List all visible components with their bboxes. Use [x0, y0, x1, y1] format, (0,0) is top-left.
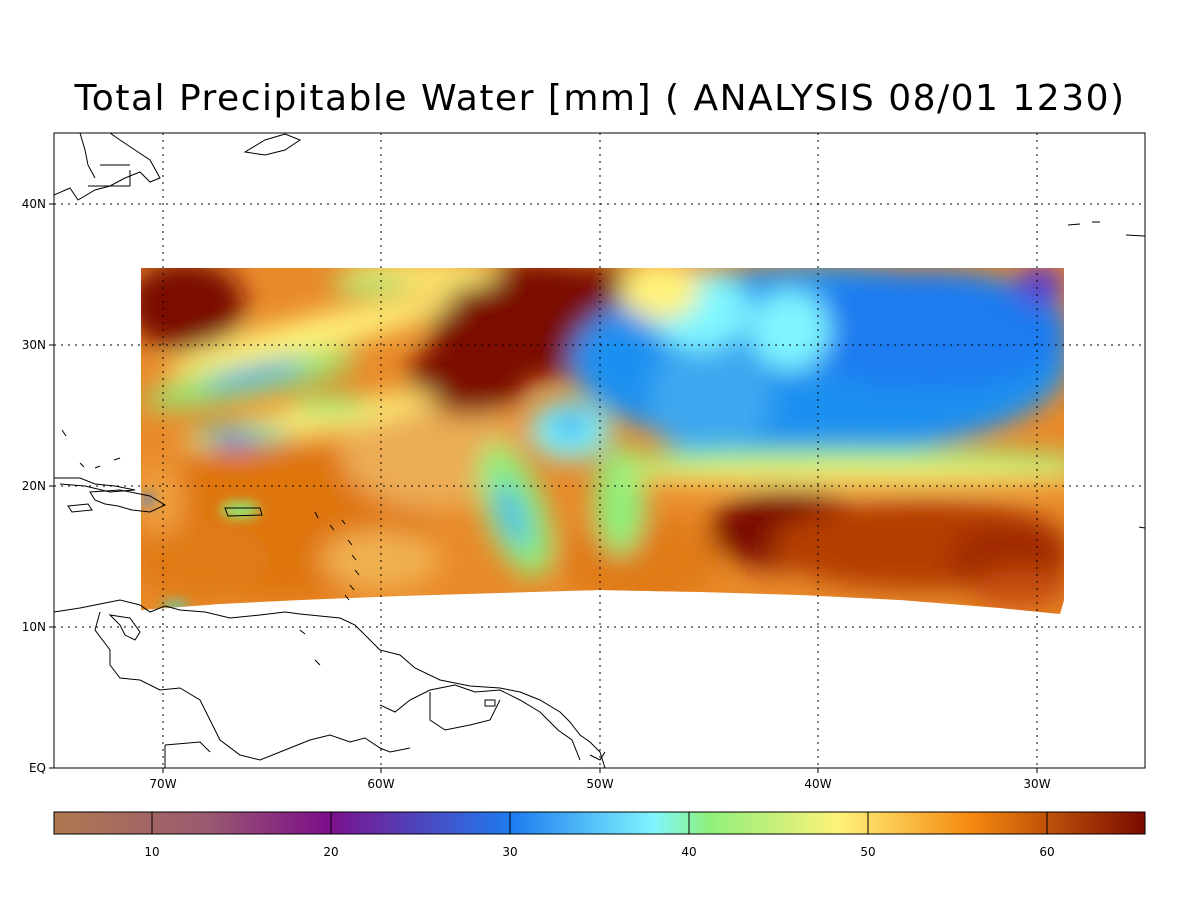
map-title: Total Precipitable Water [mm] ( ANALYSIS…: [74, 78, 1126, 119]
colorbar-label-30: 30: [502, 845, 517, 859]
lat-lon-grid: [54, 133, 1145, 768]
colorbar-ticks: [151, 812, 1048, 834]
lon-label-30w: 30W: [1023, 777, 1050, 791]
colorbar: 10 20 30 40 50 60: [53, 811, 1146, 859]
lon-label-40w: 40W: [804, 777, 831, 791]
lat-label-20n: 20N: [22, 479, 46, 493]
lon-label-60w: 60W: [367, 777, 394, 791]
colorbar-label-10: 10: [144, 845, 159, 859]
colorbar-label-40: 40: [681, 845, 696, 859]
tpw-field: [141, 268, 1064, 614]
lat-label-40n: 40N: [22, 197, 46, 211]
lat-label-10n: 10N: [22, 620, 46, 634]
colorbar-label-60: 60: [1039, 845, 1054, 859]
lat-label-30n: 30N: [22, 338, 46, 352]
lon-label-70w: 70W: [149, 777, 176, 791]
lat-label-eq: EQ: [29, 761, 46, 775]
colorbar-gradient: [53, 811, 1146, 835]
lon-label-50w: 50W: [586, 777, 613, 791]
colorbar-label-50: 50: [860, 845, 875, 859]
coastlines: [54, 133, 1145, 768]
colorbar-label-20: 20: [323, 845, 338, 859]
